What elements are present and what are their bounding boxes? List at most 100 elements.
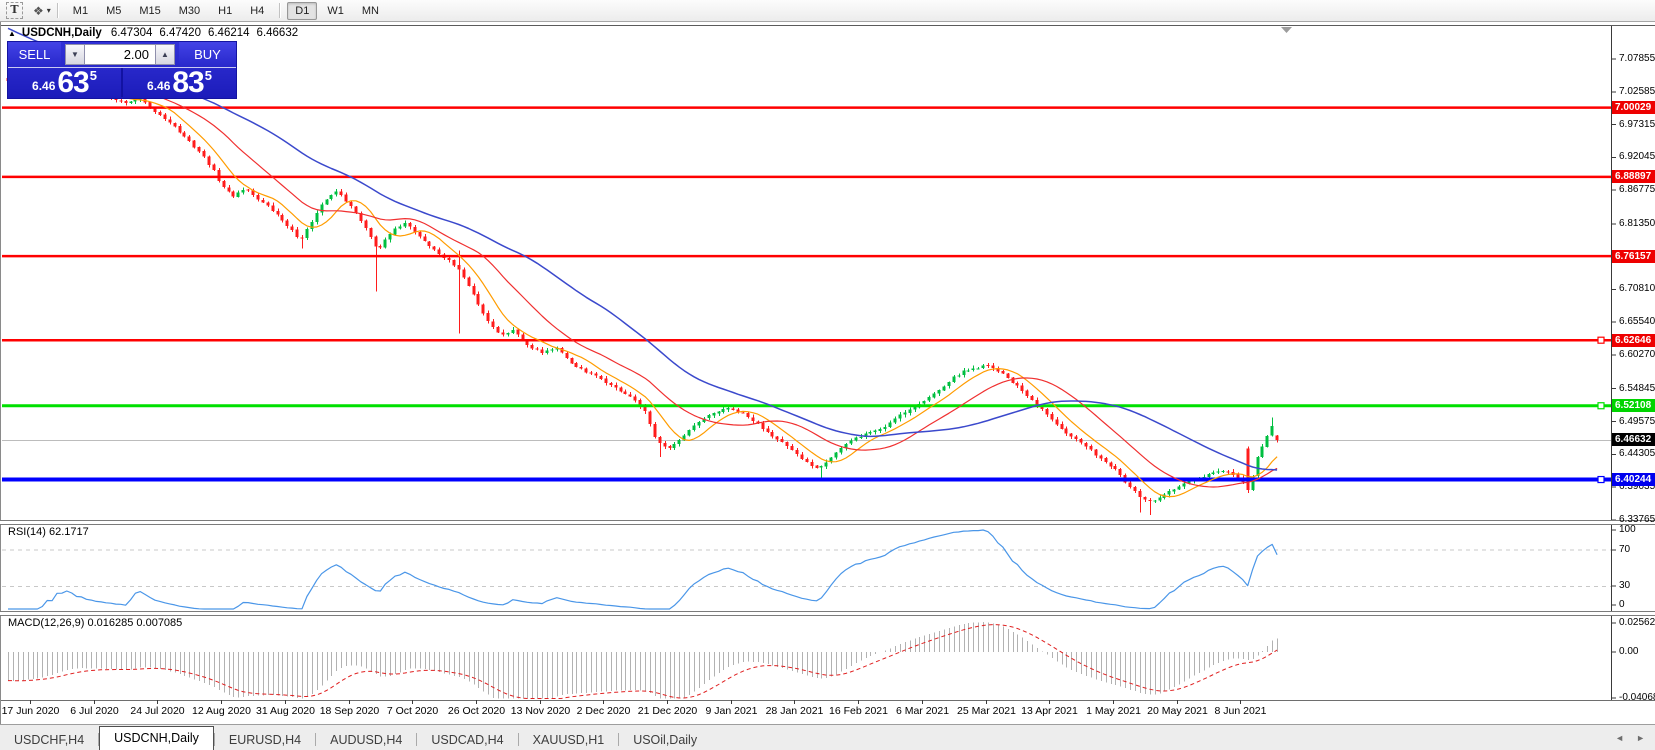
price-tick-label: 6.86775 [1619,184,1655,196]
volume-increase-button[interactable]: ▲ [155,44,175,65]
date-label: 16 Feb 2021 [829,705,888,717]
rsi-tick-label: 0 [1619,599,1625,610]
rsi-tick-label: 100 [1619,524,1636,535]
ohlc-low: 6.46214 [207,27,250,39]
chart-symbol-period: USDCNH,Daily [21,27,102,39]
timeframe-button-d1[interactable]: D1 [287,1,318,20]
buy-price-big: 83 [172,66,204,99]
price-tick-label: 6.60270 [1619,348,1655,360]
chevron-down-icon: ▾ [46,6,51,15]
sell-price-big: 63 [57,66,89,99]
tab-separator [416,733,418,746]
tab-scroll-left-icon[interactable]: ◄ [1615,733,1625,743]
one-click-trade-panel: SELL ▼ 2.00 ▲ BUY 6.46 63 5 6.46 83 5 [8,42,236,98]
objects-dropdown-button[interactable]: ❖ ▾ [33,4,51,18]
price-line-tag: 7.00029 [1612,101,1655,115]
tab-separator [315,733,317,746]
price-line-tag: 6.62646 [1612,333,1655,347]
toolbar-separator [56,3,58,18]
price-tick-label: 6.97315 [1619,118,1655,130]
tab-usdcnh-daily[interactable]: USDCNH,Daily [99,726,214,750]
price-tick-label: 6.54845 [1619,382,1655,394]
macd-tick-label: -0.040687 [1619,692,1655,703]
sell-price[interactable]: 6.46 63 5 [8,66,121,99]
price-line-tag: 6.52108 [1612,399,1655,413]
timeframe-button-mn[interactable]: MN [361,4,379,17]
trade-panel-top-row: SELL ▼ 2.00 ▲ BUY [8,42,236,68]
date-label: 31 Aug 2020 [256,705,315,717]
tab-separator [618,733,620,746]
sell-price-sup: 5 [89,68,97,83]
objects-icon: ❖ [33,3,44,18]
timeframe-button-m30[interactable]: M30 [178,4,201,17]
date-label: 2 Dec 2020 [576,705,631,717]
macd-label: MACD(12,26,9) 0.016285 0.007085 [8,617,183,629]
chart-left-border [0,22,1,724]
tab-usoil-daily[interactable]: USOil,Daily [633,733,698,747]
volume-decrease-button[interactable]: ▼ [65,44,85,65]
price-tick-label: 6.44305 [1619,448,1655,460]
tab-usdcad-h4[interactable]: USDCAD,H4 [431,733,504,747]
tab-scroll-right-icon[interactable]: ► [1636,733,1645,743]
ohlc-high: 6.47420 [159,27,201,39]
price-tick-label: 6.49575 [1619,415,1655,427]
rsi-tick-label: 70 [1619,544,1631,555]
date-label: 13 Nov 2020 [510,705,571,717]
date-label: 28 Jan 2021 [765,705,824,717]
macd-tick-label: 0.025623 [1619,617,1655,628]
date-label: 9 Jan 2021 [705,705,758,717]
date-label: 18 Sep 2020 [319,705,380,717]
date-label: 6 Mar 2021 [895,705,950,717]
timeframe-button-w1[interactable]: W1 [327,4,344,17]
timeframe-toolbar: M1 M5 M15 M30 H1 H4 D1 W1 MN [64,1,388,20]
tab-xauusd-h1[interactable]: XAUUSD,H1 [532,733,605,747]
toolbar-separator [279,3,281,18]
timeframe-button-m1[interactable]: M1 [72,4,89,17]
price-tick-label: 6.39035 [1619,481,1655,493]
trade-panel-divider [121,68,123,97]
buy-button[interactable]: BUY [179,42,236,67]
sell-price-main: 6.46 [32,79,56,93]
tab-audusd-h4[interactable]: AUDUSD,H4 [330,733,403,747]
price-tick-label: 6.92045 [1619,151,1655,163]
timeframe-button-m5[interactable]: M5 [106,4,122,17]
buy-price-sup: 5 [204,68,212,83]
price-tick-label: 6.70810 [1619,283,1655,295]
text-tool-button[interactable]: T [6,2,23,19]
one-click-panel-toggle-icon[interactable]: ▲ [8,28,16,38]
top-toolbar: T ❖ ▾ M1 M5 M15 M30 H1 H4 D1 W1 MN [0,0,1655,22]
tab-scroll-arrows: ◄ ► [1615,733,1645,743]
date-label: 12 Aug 2020 [192,705,251,717]
date-label: 24 Jul 2020 [130,705,185,717]
tab-usdchf-h4[interactable]: USDCHF,H4 [14,733,85,747]
macd-panel-separator[interactable] [0,611,1655,616]
sell-button[interactable]: SELL [8,42,61,67]
date-label: 13 Apr 2021 [1021,705,1078,717]
date-label: 1 May 2021 [1086,705,1141,717]
rsi-panel-separator[interactable] [0,520,1655,525]
price-line-tag: 6.76157 [1612,249,1655,263]
price-line-tag: 6.88897 [1612,170,1655,184]
timeframe-button-h4[interactable]: H4 [250,4,265,17]
timeframe-button-h1[interactable]: H1 [218,4,233,17]
price-tick-label: 7.02585 [1619,85,1655,97]
tab-eurusd-h4[interactable]: EURUSD,H4 [228,733,302,747]
price-tick-label: 6.81350 [1619,217,1655,229]
date-label: 8 Jun 2021 [1214,705,1267,717]
buy-price[interactable]: 6.46 83 5 [123,66,236,99]
trade-panel-price-row: 6.46 63 5 6.46 83 5 [8,66,236,99]
rsi-label: RSI(14) 62.1717 [8,526,89,538]
ohlc-close: 6.46632 [256,27,299,39]
date-label: 6 Jul 2020 [70,705,119,717]
rsi-tick-label: 30 [1619,580,1631,591]
timeframe-button-m15[interactable]: M15 [139,4,161,17]
volume-input[interactable]: 2.00 [85,44,155,65]
price-tick-label: 6.33765 [1619,513,1655,525]
macd-tick-label: 0.00 [1619,646,1639,657]
date-label: 21 Dec 2020 [637,705,698,717]
chart-header: ▲ USDCNH,Daily 6.47304 6.47420 6.46214 6… [8,27,305,39]
tab-separator [517,733,519,746]
price-line-tag: 6.40244 [1612,473,1655,487]
tab-separator [98,733,100,746]
